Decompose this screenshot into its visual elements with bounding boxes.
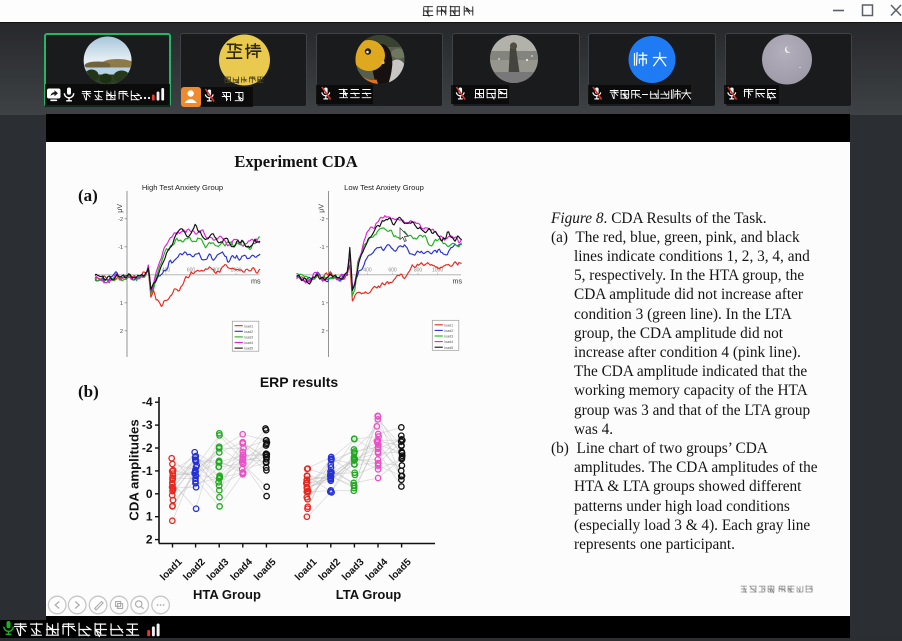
svg-text:CDA amplitudes: CDA amplitudes: [127, 419, 142, 520]
svg-text:2: 2: [321, 329, 324, 335]
svg-text:-1: -1: [320, 245, 325, 251]
svg-text:HTA Group: HTA Group: [193, 587, 261, 602]
svg-text:-2: -2: [118, 217, 123, 223]
svg-text:2: 2: [146, 533, 153, 547]
svg-text:-1: -1: [118, 245, 123, 251]
svg-text:1: 1: [321, 301, 324, 307]
svg-text:load1: load1: [293, 557, 320, 584]
svg-text:ms: ms: [453, 277, 463, 286]
svg-text:-4: -4: [142, 395, 153, 409]
svg-text:High Test Anxiety Group: High Test Anxiety Group: [142, 183, 223, 192]
svg-text:400: 400: [363, 267, 372, 273]
svg-text:-1: -1: [142, 464, 153, 478]
svg-text:0: 0: [146, 487, 153, 501]
svg-text:load1: load1: [244, 324, 253, 328]
svg-text:600: 600: [388, 267, 397, 273]
svg-text:load5: load5: [252, 557, 279, 584]
svg-text:load3: load3: [444, 335, 453, 339]
svg-text:μV: μV: [117, 204, 124, 213]
svg-text:load2: load2: [444, 329, 453, 333]
svg-text:load4: load4: [244, 341, 253, 345]
svg-text:2: 2: [120, 329, 123, 335]
svg-text:LTA Group: LTA Group: [336, 587, 402, 602]
svg-text:load2: load2: [317, 557, 344, 584]
svg-text:load3: load3: [340, 557, 367, 584]
svg-text:load3: load3: [205, 557, 232, 584]
svg-text:μV: μV: [319, 204, 326, 213]
svg-text:1: 1: [120, 301, 123, 307]
svg-text:load5: load5: [444, 346, 453, 350]
svg-text:load1: load1: [444, 323, 453, 327]
svg-text:load4: load4: [364, 557, 391, 584]
svg-text:-2: -2: [142, 441, 153, 455]
svg-text:load2: load2: [244, 330, 253, 334]
svg-text:-2: -2: [320, 217, 325, 223]
svg-text:Low Test Anxiety Group: Low Test Anxiety Group: [344, 183, 424, 192]
svg-text:load4: load4: [444, 340, 453, 344]
svg-text:load5: load5: [244, 347, 253, 351]
svg-text:load3: load3: [244, 336, 253, 340]
svg-text:800: 800: [212, 267, 221, 273]
svg-text:ms: ms: [251, 277, 261, 286]
svg-text:-3: -3: [142, 418, 153, 432]
svg-text:load4: load4: [229, 557, 256, 584]
svg-text:load5: load5: [387, 557, 414, 584]
svg-text:1: 1: [146, 510, 153, 524]
svg-text:load1: load1: [158, 557, 185, 584]
svg-text:load2: load2: [181, 557, 208, 584]
svg-text:ERP results: ERP results: [260, 374, 339, 390]
svg-text:1000: 1000: [432, 267, 443, 273]
svg-text:600: 600: [187, 267, 196, 273]
svg-text:800: 800: [414, 267, 423, 273]
